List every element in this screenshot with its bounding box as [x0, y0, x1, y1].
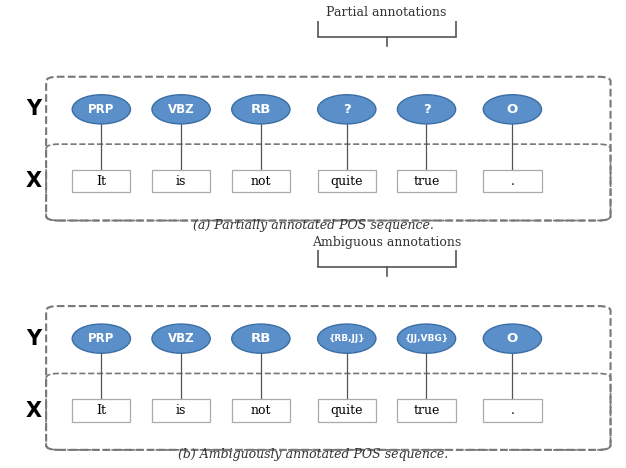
- Text: VBZ: VBZ: [168, 103, 195, 116]
- Text: It: It: [96, 175, 106, 188]
- Text: RB: RB: [250, 103, 271, 116]
- FancyBboxPatch shape: [232, 170, 290, 192]
- Text: RB: RB: [250, 332, 271, 345]
- Text: true: true: [413, 175, 439, 188]
- Ellipse shape: [317, 95, 376, 124]
- Ellipse shape: [72, 95, 130, 124]
- Text: Y: Y: [26, 329, 41, 349]
- FancyBboxPatch shape: [152, 399, 210, 422]
- Text: Y: Y: [26, 99, 41, 119]
- Ellipse shape: [152, 324, 210, 353]
- FancyBboxPatch shape: [398, 399, 456, 422]
- Ellipse shape: [152, 95, 210, 124]
- Ellipse shape: [72, 324, 130, 353]
- FancyBboxPatch shape: [317, 399, 376, 422]
- FancyBboxPatch shape: [483, 170, 541, 192]
- Ellipse shape: [232, 324, 290, 353]
- Ellipse shape: [398, 95, 456, 124]
- Ellipse shape: [398, 324, 456, 353]
- Text: .: .: [510, 404, 515, 417]
- Text: It: It: [96, 404, 106, 417]
- Text: not: not: [250, 175, 271, 188]
- Text: X: X: [26, 171, 42, 191]
- FancyBboxPatch shape: [483, 399, 541, 422]
- Ellipse shape: [483, 324, 541, 353]
- Ellipse shape: [317, 324, 376, 353]
- FancyBboxPatch shape: [152, 170, 210, 192]
- Text: quite: quite: [331, 175, 363, 188]
- Text: PRP: PRP: [88, 103, 115, 116]
- Text: O: O: [507, 103, 518, 116]
- Text: {RB,JJ}: {RB,JJ}: [329, 334, 365, 343]
- Text: .: .: [510, 175, 515, 188]
- FancyBboxPatch shape: [317, 170, 376, 192]
- Text: (b) Ambiguously annotated POS sequence.: (b) Ambiguously annotated POS sequence.: [178, 448, 448, 461]
- FancyBboxPatch shape: [72, 399, 130, 422]
- Text: Ambiguous annotations: Ambiguous annotations: [312, 236, 461, 249]
- Text: (a) Partially annotated POS sequence.: (a) Partially annotated POS sequence.: [193, 219, 433, 232]
- Text: {JJ,VBG}: {JJ,VBG}: [404, 334, 449, 343]
- Text: Partial annotations: Partial annotations: [326, 7, 447, 20]
- Ellipse shape: [483, 95, 541, 124]
- FancyBboxPatch shape: [232, 399, 290, 422]
- Text: is: is: [176, 404, 187, 417]
- Ellipse shape: [232, 95, 290, 124]
- Text: ?: ?: [423, 103, 430, 116]
- Text: X: X: [26, 401, 42, 421]
- Text: ?: ?: [343, 103, 351, 116]
- Text: O: O: [507, 332, 518, 345]
- Text: true: true: [413, 404, 439, 417]
- FancyBboxPatch shape: [72, 170, 130, 192]
- Text: not: not: [250, 404, 271, 417]
- Text: PRP: PRP: [88, 332, 115, 345]
- FancyBboxPatch shape: [398, 170, 456, 192]
- Text: quite: quite: [331, 404, 363, 417]
- Text: is: is: [176, 175, 187, 188]
- Text: VBZ: VBZ: [168, 332, 195, 345]
